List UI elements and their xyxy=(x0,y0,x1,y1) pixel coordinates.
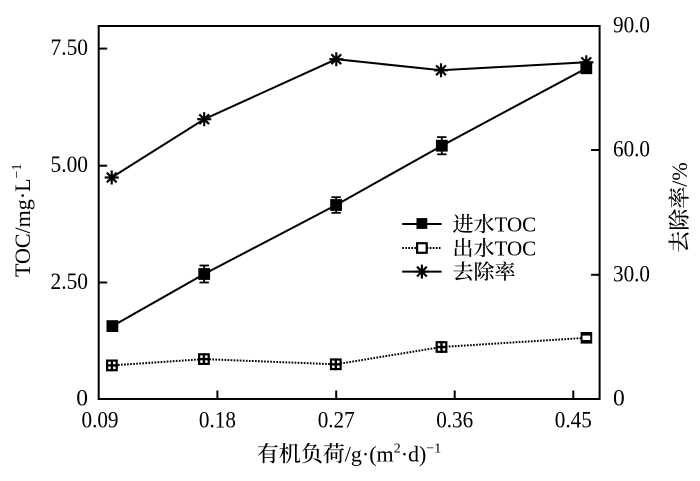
svg-text:90.0: 90.0 xyxy=(613,13,650,39)
svg-text:TOC: TOC xyxy=(495,237,537,261)
svg-text:TOC/mg·L−1: TOC/mg·L−1 xyxy=(10,164,35,277)
svg-text:7.50: 7.50 xyxy=(51,35,89,61)
svg-text:0.18: 0.18 xyxy=(199,408,236,434)
svg-text:60.0: 60.0 xyxy=(613,137,650,163)
svg-text:2.50: 2.50 xyxy=(51,269,89,295)
svg-text:0.36: 0.36 xyxy=(436,408,473,434)
svg-text:0.27: 0.27 xyxy=(318,408,355,434)
svg-text:/g·(m2·d)−1: /g·(m2·d)−1 xyxy=(345,442,441,467)
svg-text:/%: /% xyxy=(667,162,692,186)
svg-text:5.00: 5.00 xyxy=(51,152,89,178)
svg-text:0.09: 0.09 xyxy=(82,408,119,434)
svg-text:0: 0 xyxy=(613,386,625,412)
svg-text:0.45: 0.45 xyxy=(555,408,592,434)
svg-text:TOC: TOC xyxy=(495,213,537,237)
svg-text:0: 0 xyxy=(76,386,88,412)
svg-text:30.0: 30.0 xyxy=(613,261,650,287)
